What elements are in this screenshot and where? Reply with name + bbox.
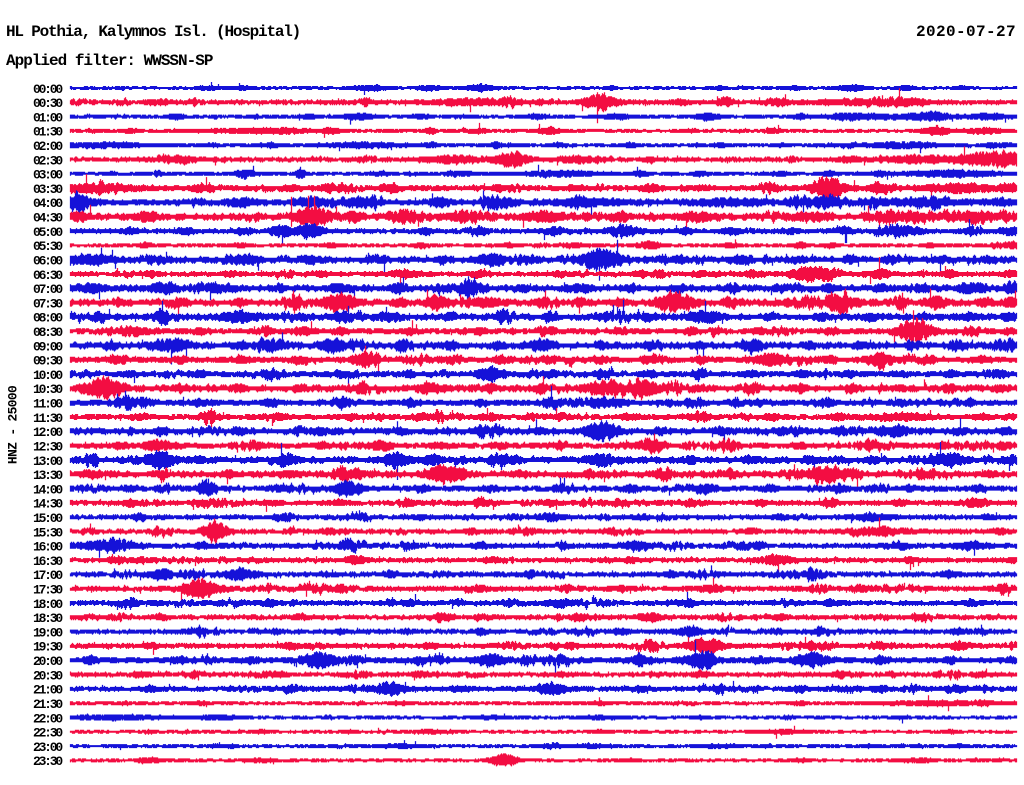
svg-text:06:30: 06:30 [33, 268, 63, 283]
svg-text:09:00: 09:00 [33, 339, 63, 354]
svg-text:HL Pothia, Kalymnos Isl. (Hosp: HL Pothia, Kalymnos Isl. (Hospital) [6, 23, 300, 41]
svg-text:03:00: 03:00 [33, 168, 63, 183]
svg-text:00:00: 00:00 [33, 82, 63, 97]
svg-text:22:00: 22:00 [33, 711, 63, 726]
svg-text:07:00: 07:00 [33, 282, 63, 297]
svg-text:04:00: 04:00 [33, 196, 63, 211]
svg-text:13:30: 13:30 [33, 468, 63, 483]
svg-text:21:30: 21:30 [33, 697, 63, 712]
svg-text:Applied filter: WWSSN-SP: Applied filter: WWSSN-SP [6, 52, 213, 70]
svg-text:17:30: 17:30 [33, 583, 63, 598]
svg-text:08:30: 08:30 [33, 325, 63, 340]
svg-text:10:30: 10:30 [33, 382, 63, 397]
svg-text:19:00: 19:00 [33, 625, 63, 640]
svg-text:02:00: 02:00 [33, 139, 63, 154]
svg-text:05:00: 05:00 [33, 225, 63, 240]
svg-text:13:00: 13:00 [33, 454, 63, 469]
svg-text:20:00: 20:00 [33, 654, 63, 669]
svg-text:18:00: 18:00 [33, 597, 63, 612]
svg-text:09:30: 09:30 [33, 354, 63, 369]
svg-text:06:00: 06:00 [33, 254, 63, 269]
svg-text:02:30: 02:30 [33, 153, 63, 168]
svg-text:15:30: 15:30 [33, 525, 63, 540]
svg-text:16:00: 16:00 [33, 540, 63, 555]
svg-text:2020-07-27: 2020-07-27 [916, 23, 1016, 41]
svg-text:00:30: 00:30 [33, 96, 63, 111]
svg-text:21:00: 21:00 [33, 683, 63, 698]
svg-text:HNZ - 25000: HNZ - 25000 [6, 385, 21, 464]
svg-text:08:00: 08:00 [33, 311, 63, 326]
svg-text:11:30: 11:30 [33, 411, 63, 426]
svg-text:23:30: 23:30 [33, 754, 63, 769]
svg-text:12:30: 12:30 [33, 439, 63, 454]
svg-text:17:00: 17:00 [33, 568, 63, 583]
svg-text:15:00: 15:00 [33, 511, 63, 526]
svg-text:03:30: 03:30 [33, 182, 63, 197]
svg-text:01:30: 01:30 [33, 125, 63, 140]
svg-text:20:30: 20:30 [33, 668, 63, 683]
svg-text:14:00: 14:00 [33, 482, 63, 497]
svg-text:04:30: 04:30 [33, 211, 63, 226]
svg-text:23:00: 23:00 [33, 740, 63, 755]
svg-text:10:00: 10:00 [33, 368, 63, 383]
svg-text:16:30: 16:30 [33, 554, 63, 569]
svg-text:18:30: 18:30 [33, 611, 63, 626]
svg-text:05:30: 05:30 [33, 239, 63, 254]
svg-text:11:00: 11:00 [33, 397, 63, 412]
svg-text:12:00: 12:00 [33, 425, 63, 440]
svg-text:07:30: 07:30 [33, 296, 63, 311]
svg-text:22:30: 22:30 [33, 726, 63, 741]
svg-text:19:30: 19:30 [33, 640, 63, 655]
svg-text:14:30: 14:30 [33, 497, 63, 512]
svg-text:01:00: 01:00 [33, 110, 63, 125]
